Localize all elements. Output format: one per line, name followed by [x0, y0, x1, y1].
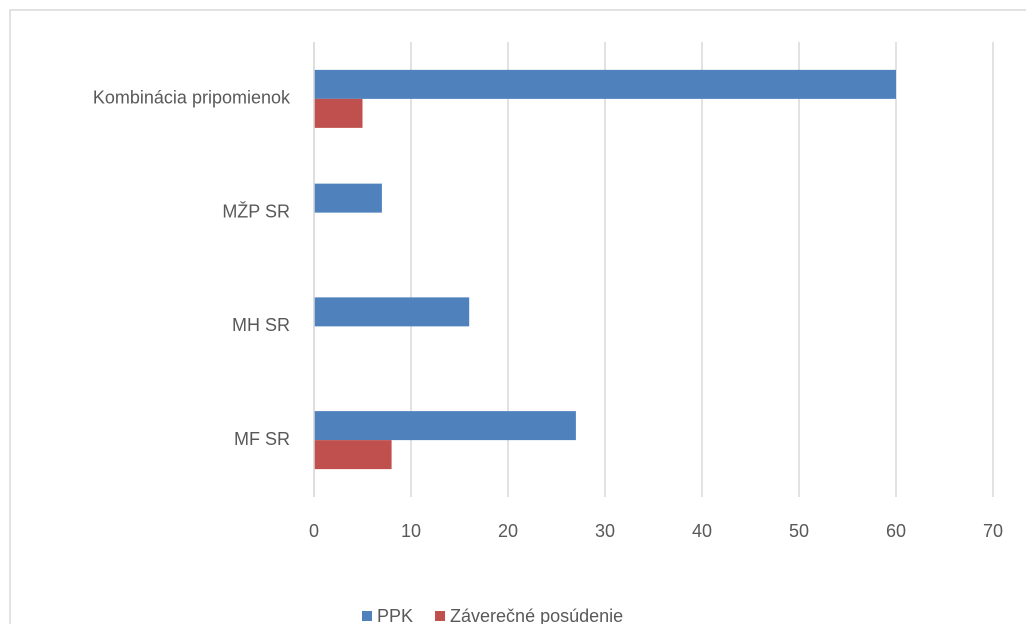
x-tick-label: 50 [789, 521, 809, 541]
y-tick-label: Kombinácia pripomienok [93, 88, 291, 108]
x-tick-label: 0 [309, 521, 319, 541]
x-tick-label: 70 [983, 521, 1003, 541]
bar [314, 411, 576, 441]
legend-swatch [435, 611, 446, 621]
chart-frame [9, 9, 1026, 629]
x-tick-label: 30 [595, 521, 615, 541]
bar [314, 297, 470, 327]
bar [314, 440, 392, 470]
bar [314, 69, 896, 99]
bar [314, 98, 363, 128]
x-tick-label: 60 [886, 521, 906, 541]
legend-label: Záverečné posúdenie [450, 606, 623, 624]
bar [314, 183, 382, 213]
legend-label: PPK [377, 606, 413, 624]
y-tick-label: MŽP SR [222, 201, 290, 221]
x-tick-label: 40 [692, 521, 712, 541]
x-tick-label: 20 [498, 521, 518, 541]
y-tick-label: MF SR [234, 429, 290, 449]
legend-swatch [362, 611, 372, 621]
x-tick-label: 10 [401, 521, 421, 541]
y-tick-label: MH SR [232, 315, 290, 335]
